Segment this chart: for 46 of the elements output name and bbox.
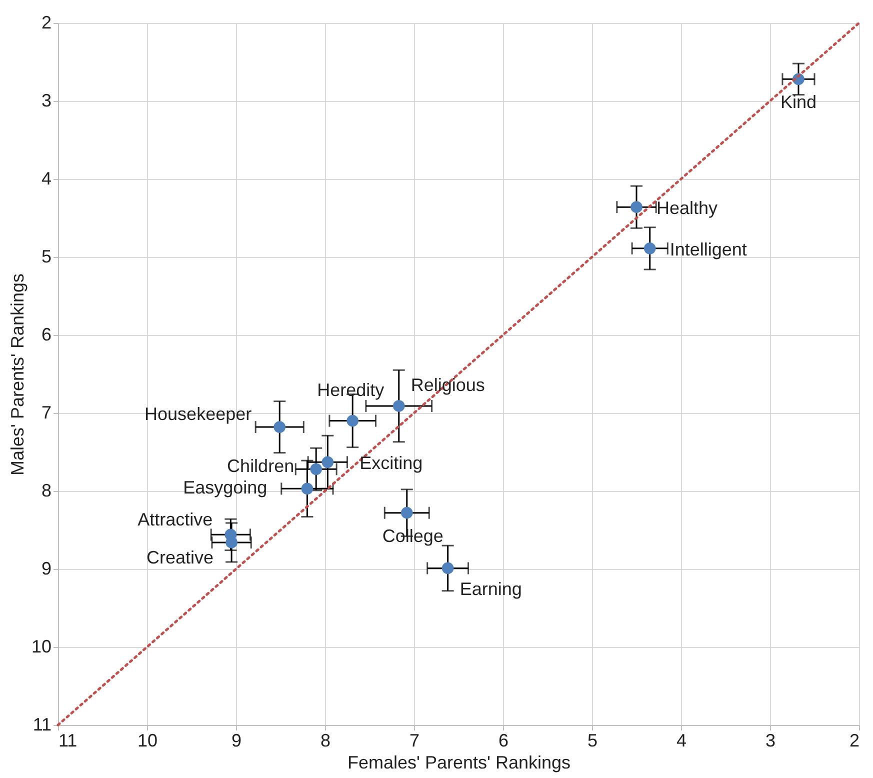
annotation: Earning [460, 579, 522, 600]
y-tick-label: 3 [41, 90, 52, 110]
x-tick-label: 6 [498, 730, 509, 750]
x-tick-label: 10 [137, 730, 158, 750]
annotation: Heredity [317, 380, 384, 400]
point [274, 421, 286, 433]
point [644, 242, 656, 254]
x-tick-label: 3 [765, 730, 776, 750]
y-tick-label: 2 [41, 12, 52, 32]
y-tick-label: 5 [41, 246, 52, 266]
x-tick-label: 7 [409, 730, 420, 750]
y-tick-label: 4 [41, 168, 52, 188]
point [310, 463, 322, 476]
x-tick-label: 4 [676, 730, 687, 750]
y-tick-label: 7 [41, 402, 52, 422]
point [322, 456, 334, 468]
annotation: Kind [780, 92, 816, 112]
point [630, 201, 642, 213]
y-tick-label: 8 [41, 480, 52, 500]
point [400, 506, 413, 519]
x-tick-label: 11 [58, 730, 78, 750]
annotation: Creative [146, 547, 214, 568]
point [301, 482, 314, 495]
x-tick-label: 5 [587, 730, 598, 750]
annotation: Religious [410, 374, 485, 395]
point [442, 562, 454, 574]
y-axis-title: Males' Parents' Rankings [7, 274, 28, 476]
annotation: Healthy [656, 198, 718, 218]
annotation: College [382, 526, 444, 546]
point [392, 400, 405, 412]
annotation: Exciting [360, 453, 423, 474]
annotation: Easygoing [183, 478, 268, 498]
y-tick-label: 9 [41, 558, 52, 578]
y-tick-label: 10 [31, 636, 52, 656]
x-tick-label: 9 [231, 730, 242, 750]
point [346, 414, 359, 427]
annotation: Intelligent [670, 239, 747, 260]
annotation: Attractive [138, 510, 213, 530]
annotation: Children [227, 456, 294, 476]
annotation: Housekeeper [144, 404, 252, 424]
x-tick-label: 8 [320, 730, 331, 750]
x-tick-label: 2 [849, 730, 860, 750]
y-tick-label: 11 [32, 714, 52, 734]
point [226, 536, 238, 548]
x-axis-title: Females' Parents' Rankings [348, 752, 570, 772]
y-tick-label: 6 [41, 324, 52, 344]
